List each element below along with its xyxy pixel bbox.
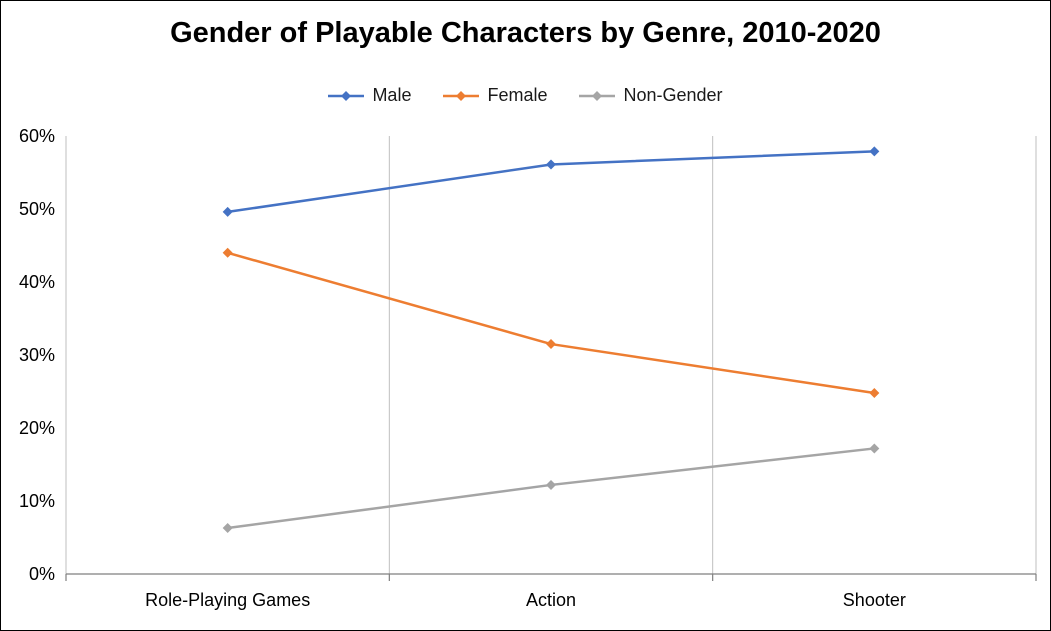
y-tick-label: 30% (19, 345, 55, 365)
series-non-gender (222, 443, 880, 534)
data-point-marker (546, 339, 556, 350)
chart-title: Gender of Playable Characters by Genre, … (170, 17, 881, 49)
y-tick-label: 20% (19, 418, 55, 438)
legend: Male Female Non-Gender (1, 85, 1050, 106)
category-label: Shooter (843, 590, 906, 610)
y-tick-label: 40% (19, 272, 55, 292)
legend-label: Non-Gender (623, 85, 723, 105)
y-tick-label: 0% (29, 564, 55, 584)
y-axis-labels: 0% 10% 20% 30% 40% 50% 60% (19, 126, 55, 584)
y-tick-label: 60% (19, 126, 55, 146)
data-point-marker (222, 247, 233, 258)
legend-item: Non-Gender (579, 85, 723, 106)
line-marker-icon (443, 90, 480, 101)
data-point-marker (869, 387, 880, 398)
legend-item: Female (443, 85, 547, 106)
line-marker-icon (579, 90, 616, 101)
x-axis (65, 573, 1037, 581)
data-point-marker (869, 443, 880, 454)
category-label: Role-Playing Games (145, 590, 310, 610)
data-point-marker (222, 206, 233, 217)
legend-label: Male (372, 85, 412, 105)
y-tick-label: 10% (19, 491, 55, 511)
data-point-marker (546, 159, 556, 170)
y-tick-label: 50% (19, 199, 55, 219)
data-point-marker (222, 523, 233, 534)
series-male (222, 146, 880, 217)
line-marker-icon (328, 90, 365, 101)
legend-label: Female (487, 85, 548, 105)
category-label: Action (526, 590, 576, 610)
data-point-marker (546, 479, 556, 490)
data-point-marker (869, 146, 880, 157)
legend-item: Male (328, 85, 411, 106)
series-female (222, 247, 880, 398)
gridlines (65, 136, 1037, 574)
x-axis-labels: Role-Playing Games Action Shooter (145, 590, 906, 610)
